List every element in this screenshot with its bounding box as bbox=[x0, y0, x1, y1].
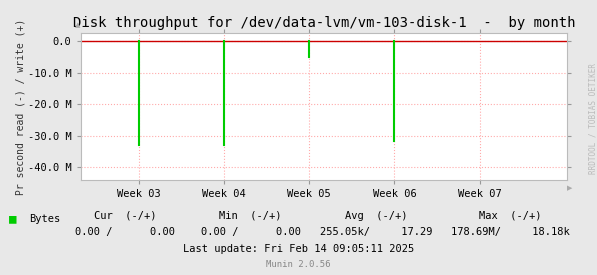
Text: Min  (-/+): Min (-/+) bbox=[220, 211, 282, 221]
Text: 0.00 /      0.00: 0.00 / 0.00 bbox=[75, 227, 176, 237]
Text: RRDTOOL / TOBIAS OETIKER: RRDTOOL / TOBIAS OETIKER bbox=[588, 63, 597, 174]
Text: ▶: ▶ bbox=[567, 185, 573, 191]
Text: Max  (-/+): Max (-/+) bbox=[479, 211, 541, 221]
Text: Cur  (-/+): Cur (-/+) bbox=[94, 211, 156, 221]
Text: Avg  (-/+): Avg (-/+) bbox=[345, 211, 407, 221]
Text: 178.69M/     18.18k: 178.69M/ 18.18k bbox=[451, 227, 570, 237]
Text: Bytes: Bytes bbox=[29, 214, 60, 224]
Text: 255.05k/     17.29: 255.05k/ 17.29 bbox=[320, 227, 432, 237]
Text: ■: ■ bbox=[9, 212, 17, 225]
Text: ▲: ▲ bbox=[75, 22, 81, 28]
Text: 0.00 /      0.00: 0.00 / 0.00 bbox=[201, 227, 301, 237]
Title: Disk throughput for /dev/data-lvm/vm-103-disk-1  -  by month: Disk throughput for /dev/data-lvm/vm-103… bbox=[73, 16, 575, 31]
Text: Munin 2.0.56: Munin 2.0.56 bbox=[266, 260, 331, 269]
Y-axis label: Pr second read (-) / write (+): Pr second read (-) / write (+) bbox=[15, 18, 25, 195]
Text: Last update: Fri Feb 14 09:05:11 2025: Last update: Fri Feb 14 09:05:11 2025 bbox=[183, 244, 414, 254]
